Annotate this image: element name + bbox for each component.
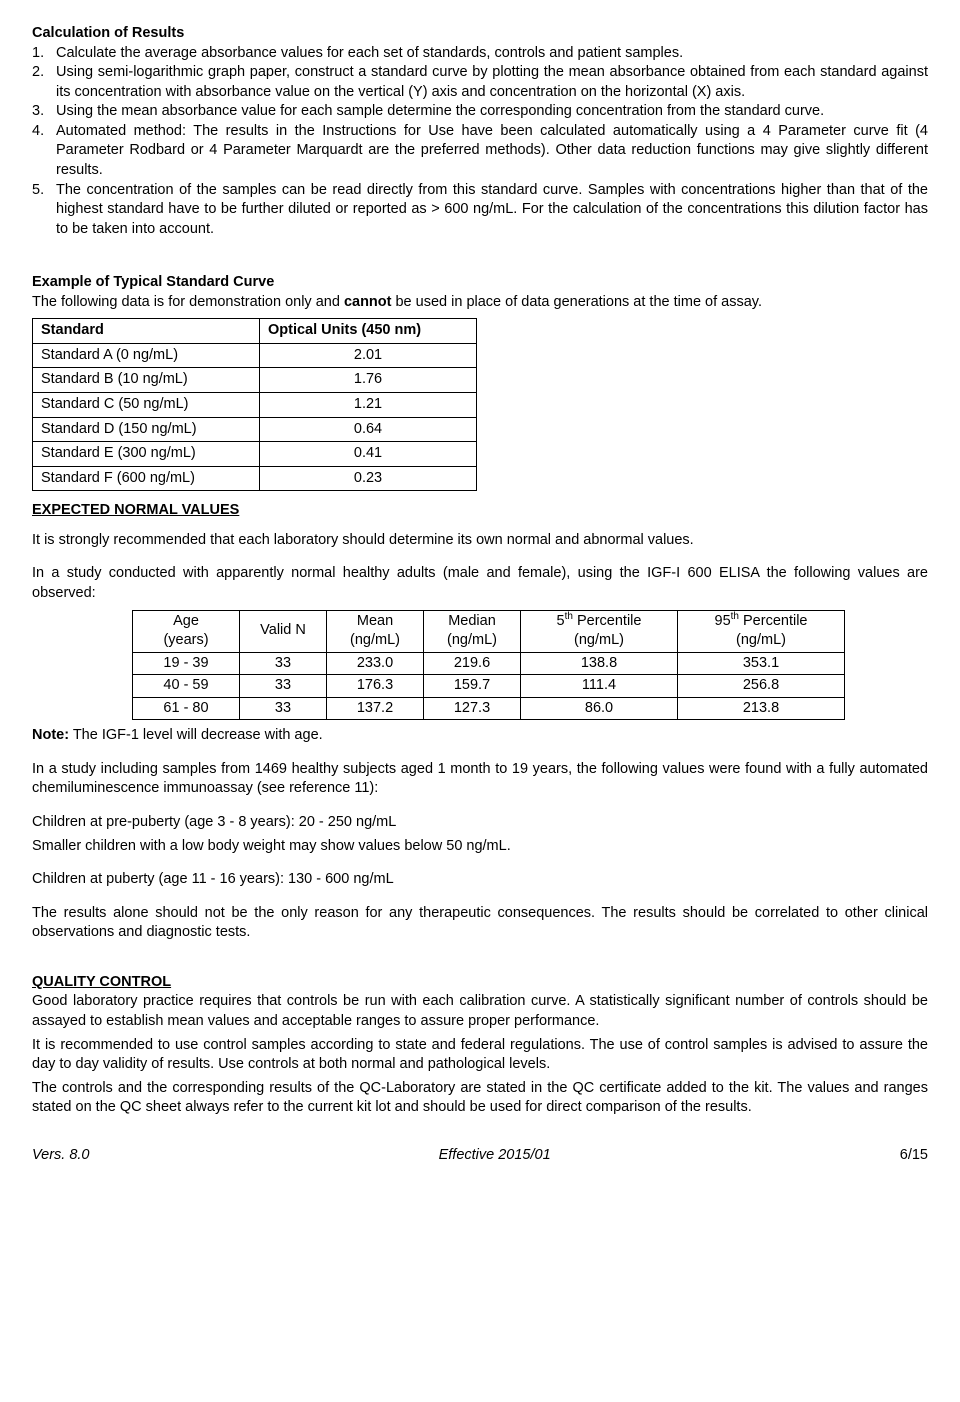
ou-cell: 0.23: [260, 466, 477, 491]
nv-cell: 19 - 39: [133, 652, 240, 675]
nv-th-age: Age(years): [133, 610, 240, 652]
heading-std-curve: Example of Typical Standard Curve: [32, 273, 928, 293]
calc-item: 3.Using the mean absorbance value for ea…: [32, 102, 928, 122]
qc-p1: Good laboratory practice requires that c…: [32, 992, 928, 1031]
list-num: 4.: [32, 122, 56, 181]
nv-cell: 33: [240, 675, 327, 698]
footer-effective: Effective 2015/01: [439, 1146, 551, 1166]
std-th-optical: Optical Units (450 nm): [260, 319, 477, 344]
nv-th-mean: Mean(ng/mL): [327, 610, 424, 652]
calc-item: 1.Calculate the average absorbance value…: [32, 44, 928, 64]
list-text: Calculate the average absorbance values …: [56, 44, 928, 64]
nv-cell: 86.0: [521, 697, 678, 720]
list-num: 5.: [32, 181, 56, 240]
std-cell: Standard B (10 ng/mL): [33, 368, 260, 393]
nv-cell: 213.8: [678, 697, 845, 720]
note-text: The IGF-1 level will decrease with age.: [69, 727, 323, 743]
study2-p4: Children at puberty (age 11 - 16 years):…: [32, 870, 928, 890]
std-cell: Standard D (150 ng/mL): [33, 417, 260, 442]
study2-p2: Children at pre-puberty (age 3 - 8 years…: [32, 813, 928, 833]
nv-cell: 219.6: [424, 652, 521, 675]
expected-p1: It is strongly recommended that each lab…: [32, 531, 928, 551]
nv-cell: 138.8: [521, 652, 678, 675]
std-cell: Standard E (300 ng/mL): [33, 442, 260, 467]
expected-p2: In a study conducted with apparently nor…: [32, 564, 928, 603]
nv-th-median: Median(ng/mL): [424, 610, 521, 652]
list-text: Automated method: The results in the Ins…: [56, 122, 928, 181]
heading-calc-results: Calculation of Results: [32, 24, 928, 44]
footer-version: Vers. 8.0: [32, 1146, 90, 1166]
nv-cell: 127.3: [424, 697, 521, 720]
note-line: Note: The IGF-1 level will decrease with…: [32, 726, 928, 746]
nv-cell: 256.8: [678, 675, 845, 698]
std-cell: Standard A (0 ng/mL): [33, 343, 260, 368]
normal-values-table: Age(years) Valid N Mean(ng/mL) Median(ng…: [132, 610, 845, 721]
nv-cell: 40 - 59: [133, 675, 240, 698]
nv-th-validn: Valid N: [240, 610, 327, 652]
calc-item: 4.Automated method: The results in the I…: [32, 122, 928, 181]
nv-th-p5: 5th Percentile(ng/mL): [521, 610, 678, 652]
ou-cell: 1.21: [260, 393, 477, 418]
qc-p2: It is recommended to use control samples…: [32, 1036, 928, 1075]
nv-cell: 176.3: [327, 675, 424, 698]
standard-curve-table: Standard Optical Units (450 nm) Standard…: [32, 318, 477, 491]
nv-cell: 33: [240, 652, 327, 675]
std-cell: Standard C (50 ng/mL): [33, 393, 260, 418]
calc-results-list: 1.Calculate the average absorbance value…: [32, 44, 928, 240]
std-curve-intro: The following data is for demonstration …: [32, 293, 928, 313]
nv-cell: 353.1: [678, 652, 845, 675]
nv-cell: 159.7: [424, 675, 521, 698]
ou-cell: 2.01: [260, 343, 477, 368]
list-text: Using the mean absorbance value for each…: [56, 102, 928, 122]
list-num: 2.: [32, 63, 56, 102]
ou-cell: 0.41: [260, 442, 477, 467]
ou-cell: 0.64: [260, 417, 477, 442]
calc-item: 2.Using semi-logarithmic graph paper, co…: [32, 63, 928, 102]
nv-cell: 61 - 80: [133, 697, 240, 720]
nv-cell: 233.0: [327, 652, 424, 675]
intro-post: be used in place of data generations at …: [391, 294, 762, 310]
intro-bold: cannot: [344, 294, 392, 310]
std-th-standard: Standard: [33, 319, 260, 344]
qc-p3: The controls and the corresponding resul…: [32, 1079, 928, 1118]
nv-cell: 111.4: [521, 675, 678, 698]
nv-th-p95: 95th Percentile(ng/mL): [678, 610, 845, 652]
study2-p1: In a study including samples from 1469 h…: [32, 760, 928, 799]
heading-expected-values: EXPECTED NORMAL VALUES: [32, 501, 928, 521]
list-text: Using semi-logarithmic graph paper, cons…: [56, 63, 928, 102]
calc-item: 5.The concentration of the samples can b…: [32, 181, 928, 240]
study2-p5: The results alone should not be the only…: [32, 904, 928, 943]
list-num: 1.: [32, 44, 56, 64]
nv-cell: 33: [240, 697, 327, 720]
study2-p3: Smaller children with a low body weight …: [32, 837, 928, 857]
intro-pre: The following data is for demonstration …: [32, 294, 344, 310]
std-cell: Standard F (600 ng/mL): [33, 466, 260, 491]
footer-page: 6/15: [900, 1146, 928, 1166]
ou-cell: 1.76: [260, 368, 477, 393]
heading-quality-control: QUALITY CONTROL: [32, 973, 928, 993]
note-label: Note:: [32, 727, 69, 743]
list-num: 3.: [32, 102, 56, 122]
list-text: The concentration of the samples can be …: [56, 181, 928, 240]
nv-cell: 137.2: [327, 697, 424, 720]
footer: Vers. 8.0 Effective 2015/01 6/15: [32, 1146, 928, 1166]
